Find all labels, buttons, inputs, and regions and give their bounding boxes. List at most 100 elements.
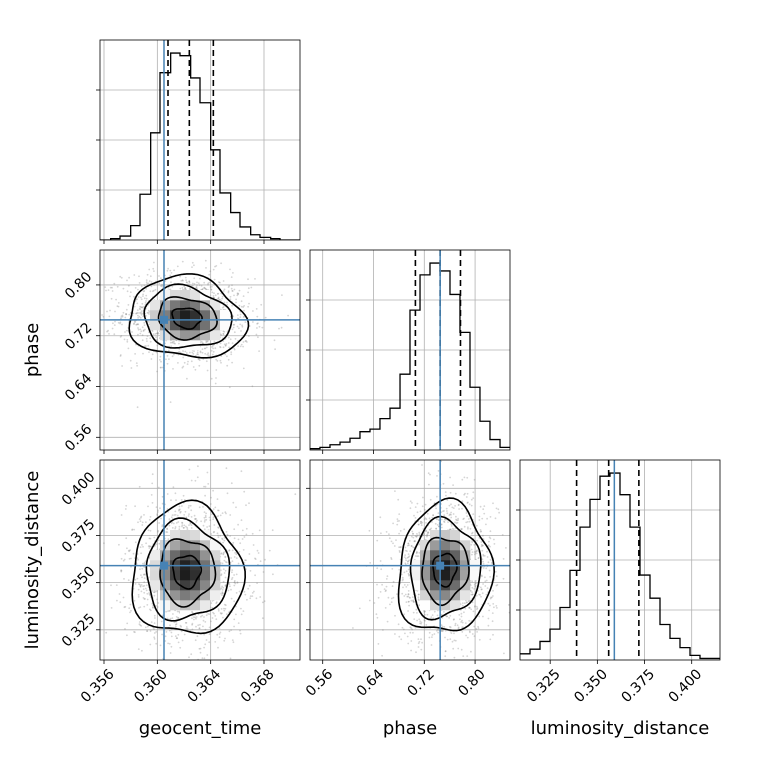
scatter-point bbox=[233, 331, 236, 334]
scatter-point bbox=[468, 630, 471, 633]
scatter-point bbox=[471, 591, 473, 593]
scatter-point bbox=[376, 616, 379, 619]
scatter-point bbox=[458, 508, 460, 510]
scatter-point bbox=[180, 280, 183, 282]
scatter-point bbox=[473, 544, 476, 546]
scatter-point bbox=[150, 621, 153, 623]
scatter-point bbox=[118, 543, 120, 546]
scatter-point bbox=[125, 329, 128, 332]
scatter-point bbox=[446, 615, 449, 618]
scatter-point bbox=[155, 543, 158, 545]
scatter-point bbox=[444, 491, 447, 493]
scatter-point bbox=[239, 345, 242, 348]
axis-label-luminosity_distance: luminosity_distance bbox=[531, 718, 710, 739]
scatter-point bbox=[197, 465, 199, 468]
scatter-point bbox=[213, 278, 216, 281]
scatter-point bbox=[411, 596, 414, 598]
scatter-point bbox=[431, 636, 433, 638]
density-cell bbox=[160, 290, 171, 301]
scatter-point bbox=[121, 323, 123, 326]
scatter-point bbox=[125, 313, 127, 316]
scatter-point bbox=[432, 514, 435, 517]
scatter-point bbox=[168, 610, 171, 612]
scatter-point bbox=[471, 580, 474, 583]
scatter-point bbox=[156, 338, 158, 341]
density-cell bbox=[450, 580, 461, 591]
scatter-point bbox=[197, 353, 200, 356]
scatter-point bbox=[135, 312, 138, 315]
scatter-point bbox=[401, 626, 404, 629]
scatter-point bbox=[245, 527, 248, 530]
scatter-point bbox=[178, 509, 180, 512]
scatter-point bbox=[140, 590, 143, 593]
scatter-point bbox=[390, 557, 392, 559]
scatter-point bbox=[182, 350, 185, 352]
scatter-point bbox=[236, 314, 239, 316]
scatter-point bbox=[172, 613, 174, 615]
scatter-point bbox=[383, 588, 386, 590]
scatter-point bbox=[455, 515, 457, 518]
scatter-point bbox=[141, 326, 144, 329]
scatter-point bbox=[254, 557, 256, 560]
scatter-point bbox=[227, 291, 230, 294]
scatter-point bbox=[142, 352, 144, 355]
scatter-point bbox=[457, 517, 459, 520]
scatter-point bbox=[466, 492, 469, 495]
scatter-point bbox=[113, 333, 116, 336]
density-cell bbox=[200, 600, 211, 611]
scatter-point bbox=[139, 568, 141, 571]
scatter-point bbox=[217, 534, 220, 537]
scatter-point bbox=[161, 502, 164, 505]
scatter-point bbox=[428, 483, 430, 486]
scatter-point bbox=[180, 499, 183, 501]
scatter-point bbox=[457, 503, 460, 506]
scatter-point bbox=[178, 508, 181, 511]
density-cell bbox=[200, 300, 211, 311]
scatter-point bbox=[489, 597, 492, 600]
scatter-point bbox=[481, 558, 484, 561]
scatter-point bbox=[470, 543, 473, 546]
scatter-point bbox=[147, 505, 149, 508]
scatter-point bbox=[129, 291, 132, 294]
scatter-point bbox=[487, 602, 490, 605]
scatter-point bbox=[464, 622, 467, 624]
scatter-point bbox=[469, 607, 471, 609]
scatter-point bbox=[185, 525, 187, 528]
scatter-point bbox=[491, 596, 493, 599]
scatter-point bbox=[204, 347, 207, 350]
scatter-point bbox=[242, 610, 245, 612]
scatter-point bbox=[443, 611, 445, 613]
scatter-point bbox=[287, 314, 289, 317]
scatter-point bbox=[416, 551, 418, 553]
axis-label-y-phase: phase bbox=[22, 323, 43, 377]
scatter-point bbox=[233, 348, 236, 351]
scatter-point bbox=[193, 277, 196, 280]
scatter-point bbox=[217, 297, 220, 300]
scatter-point bbox=[155, 642, 158, 645]
scatter-point bbox=[228, 285, 231, 287]
scatter-point bbox=[420, 638, 422, 641]
scatter-point bbox=[465, 521, 468, 524]
scatter-point bbox=[401, 576, 404, 579]
scatter-point bbox=[134, 320, 137, 323]
scatter-point bbox=[229, 298, 232, 301]
scatter-point bbox=[369, 562, 372, 564]
scatter-point bbox=[243, 305, 246, 307]
joint-panel-luminosity_distance_vs_phase bbox=[306, 459, 511, 664]
scatter-point bbox=[445, 494, 447, 497]
scatter-point bbox=[140, 296, 142, 299]
scatter-point bbox=[58, 298, 60, 300]
scatter-point bbox=[469, 631, 471, 634]
scatter-point bbox=[137, 596, 140, 598]
scatter-point bbox=[392, 522, 394, 525]
scatter-point bbox=[219, 631, 222, 634]
scatter-point bbox=[233, 581, 236, 584]
scatter-point bbox=[416, 502, 419, 505]
scatter-point bbox=[406, 635, 409, 638]
scatter-point bbox=[142, 585, 145, 588]
scatter-point bbox=[142, 588, 145, 590]
scatter-point bbox=[252, 310, 254, 312]
scatter-point bbox=[400, 638, 403, 641]
scatter-point bbox=[386, 620, 389, 623]
scatter-point bbox=[402, 628, 405, 631]
